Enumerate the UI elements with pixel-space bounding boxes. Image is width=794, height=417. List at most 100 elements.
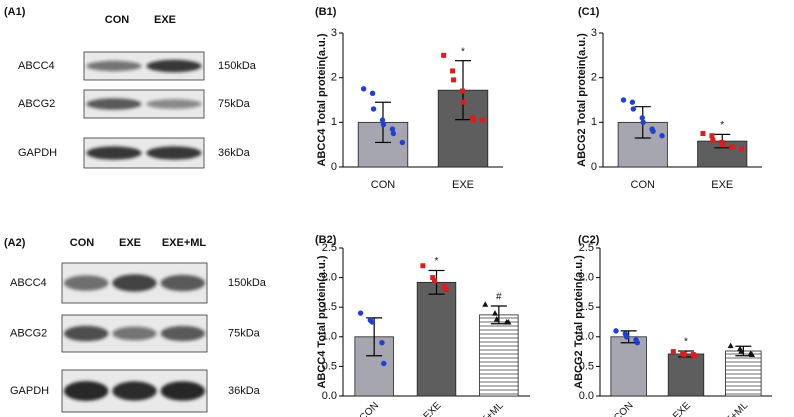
- y-tick-label: 2.5: [579, 242, 594, 254]
- data-point: [432, 278, 437, 284]
- y-tick-label: 1.5: [322, 301, 337, 313]
- x-tick-label: CON: [631, 179, 656, 191]
- data-point: [460, 88, 466, 94]
- protein-label: ABCC4: [10, 277, 47, 289]
- data-point: [613, 328, 619, 334]
- significance-label: *: [461, 46, 465, 57]
- data-point: [460, 99, 466, 105]
- size-label: 75kDa: [228, 327, 261, 339]
- data-point: [482, 301, 489, 307]
- data-point: [370, 106, 377, 112]
- y-tick-label: 3: [331, 27, 337, 39]
- significance-label: #: [496, 292, 502, 303]
- size-label: 75kDa: [218, 98, 251, 110]
- blot-band: [63, 325, 109, 342]
- data-point: [357, 310, 364, 316]
- data-point: [360, 86, 367, 92]
- blot-band: [160, 274, 206, 292]
- y-tick-label: 3: [591, 27, 597, 39]
- data-point: [380, 121, 387, 128]
- data-point: [639, 115, 645, 121]
- y-tick-label: 0.0: [322, 390, 337, 402]
- bar: [610, 336, 647, 397]
- x-tick-label: CON: [358, 400, 382, 417]
- bar: [479, 314, 519, 397]
- blot-band: [160, 325, 206, 342]
- protein-label: ABCG2: [10, 327, 47, 339]
- bar: [667, 353, 705, 397]
- data-point: [441, 52, 447, 58]
- data-point: [738, 348, 745, 354]
- y-tick-label: 2: [591, 72, 597, 84]
- y-tick-label: 0.5: [579, 360, 594, 372]
- blot-band: [112, 381, 157, 401]
- lane-label: CON: [105, 14, 130, 26]
- data-point: [420, 263, 426, 269]
- data-point: [379, 117, 386, 123]
- blot-band: [86, 60, 142, 72]
- y-tick-label: 1: [331, 116, 337, 128]
- blot-band: [63, 381, 109, 401]
- data-point: [430, 275, 436, 281]
- data-point: [379, 340, 385, 346]
- data-point: [390, 130, 397, 137]
- blot-band: [63, 275, 109, 291]
- blot-band: [86, 98, 142, 110]
- protein-label: ABCC4: [18, 60, 55, 72]
- lane-label: EXE: [119, 237, 141, 249]
- x-tick-label: CON: [612, 400, 636, 417]
- y-tick-label: 1.5: [579, 301, 594, 313]
- data-point: [493, 316, 500, 322]
- data-point: [441, 283, 447, 289]
- size-label: 36kDa: [228, 385, 261, 397]
- significance-label: *: [720, 120, 724, 131]
- blot-band: [146, 146, 202, 160]
- data-point: [640, 119, 646, 126]
- panel-label: (C2): [578, 234, 600, 246]
- panel-label: (A2): [4, 237, 26, 249]
- data-point: [670, 349, 676, 355]
- data-point: [629, 99, 636, 105]
- y-tick-label: 0: [591, 161, 597, 173]
- x-tick-label: EXE+ML: [714, 400, 750, 417]
- y-tick-label: 2.5: [322, 242, 337, 254]
- data-point: [450, 68, 456, 74]
- data-point: [700, 131, 706, 136]
- data-point: [479, 117, 485, 123]
- x-tick-label: EXE: [671, 400, 693, 417]
- data-point: [389, 126, 396, 132]
- y-tick-label: 0: [331, 161, 337, 173]
- data-point: [634, 340, 641, 346]
- x-tick-label: EXE: [452, 179, 474, 191]
- y-tick-label: 2.0: [579, 272, 594, 284]
- y-axis-label: ABCG2 Total protein(a.u.): [573, 255, 585, 389]
- data-point: [451, 77, 457, 83]
- data-point: [739, 146, 745, 152]
- lane-label: EXE: [154, 14, 176, 26]
- y-tick-label: 2: [331, 72, 337, 84]
- data-point: [748, 351, 755, 358]
- size-label: 150kDa: [228, 277, 267, 289]
- data-point: [727, 342, 734, 349]
- data-point: [505, 319, 512, 325]
- data-point: [620, 97, 627, 103]
- size-label: 36kDa: [218, 147, 251, 159]
- protein-label: GAPDH: [10, 385, 49, 397]
- data-point: [692, 353, 698, 359]
- size-label: 150kDa: [218, 60, 257, 72]
- data-point: [650, 128, 656, 134]
- panel-label: (B1): [315, 6, 337, 18]
- y-axis-label: ABCG2 Total protein(a.u.): [576, 33, 588, 167]
- y-tick-label: 0.0: [579, 390, 594, 402]
- blot-band: [146, 99, 202, 109]
- blot-band: [112, 326, 157, 341]
- x-tick-label: EXE: [711, 179, 733, 191]
- blot-band: [146, 59, 202, 73]
- data-point: [443, 286, 449, 292]
- data-point: [630, 106, 637, 112]
- blot-band: [112, 274, 157, 292]
- lane-label: EXE+ML: [162, 237, 207, 249]
- protein-label: GAPDH: [18, 147, 57, 159]
- data-point: [720, 142, 726, 148]
